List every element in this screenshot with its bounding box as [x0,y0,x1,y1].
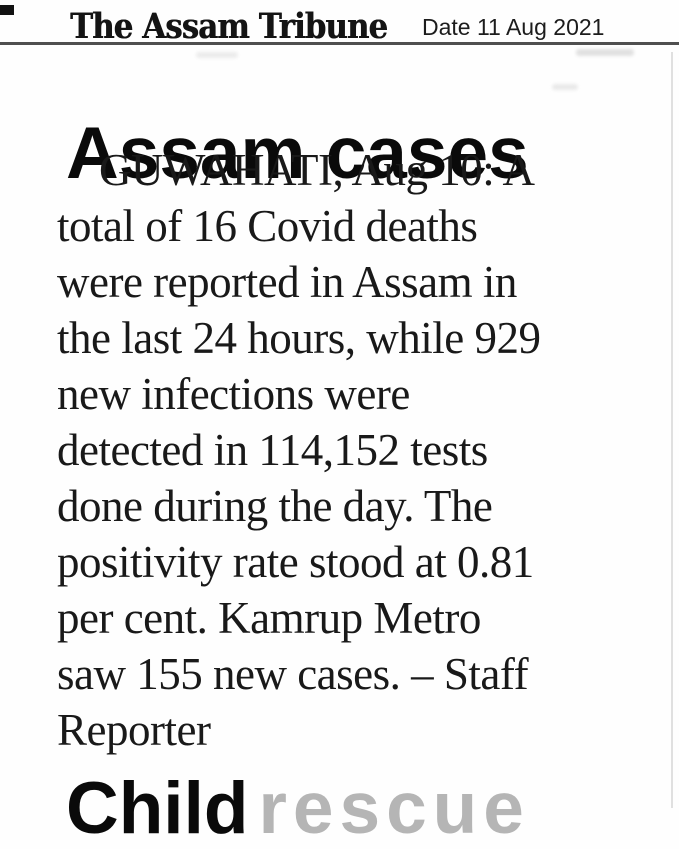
article-line: Reporter [57,705,211,755]
article-line: the last 24 hours, while 929 [57,313,541,363]
scan-artifact [576,49,634,56]
scan-artifact [552,84,578,90]
article-headline: Assam cases [66,112,529,194]
next-headline-word: Child [66,768,249,849]
article-line: GUWAHATI, Aug 10: A [99,145,535,195]
article-line: total of 16 Covid deaths [57,201,478,251]
article-line: new infections were [57,369,410,419]
article-line: done during the day. The [57,481,493,531]
date-label: Date 11 Aug 2021 [422,14,605,40]
column-divider [671,52,673,808]
article-body: GUWAHATI, Aug 10: A total of 16 Covid de… [57,142,667,758]
header-divider [0,42,679,45]
article-line: per cent. Kamrup Metro [57,593,481,643]
scan-corner-mark [0,5,14,15]
next-article-headline: Child rescue [66,772,530,845]
article-line: positivity rate stood at 0.81 [57,537,534,587]
article-line: were reported in Assam in [57,257,517,307]
scan-artifact [196,52,238,58]
next-headline-word-faded: rescue [258,768,530,849]
article-line: saw 155 new cases. – Staff [57,649,529,699]
article-line: detected in 114,152 tests [57,425,488,475]
newspaper-masthead: The Assam Tribune [70,6,388,47]
